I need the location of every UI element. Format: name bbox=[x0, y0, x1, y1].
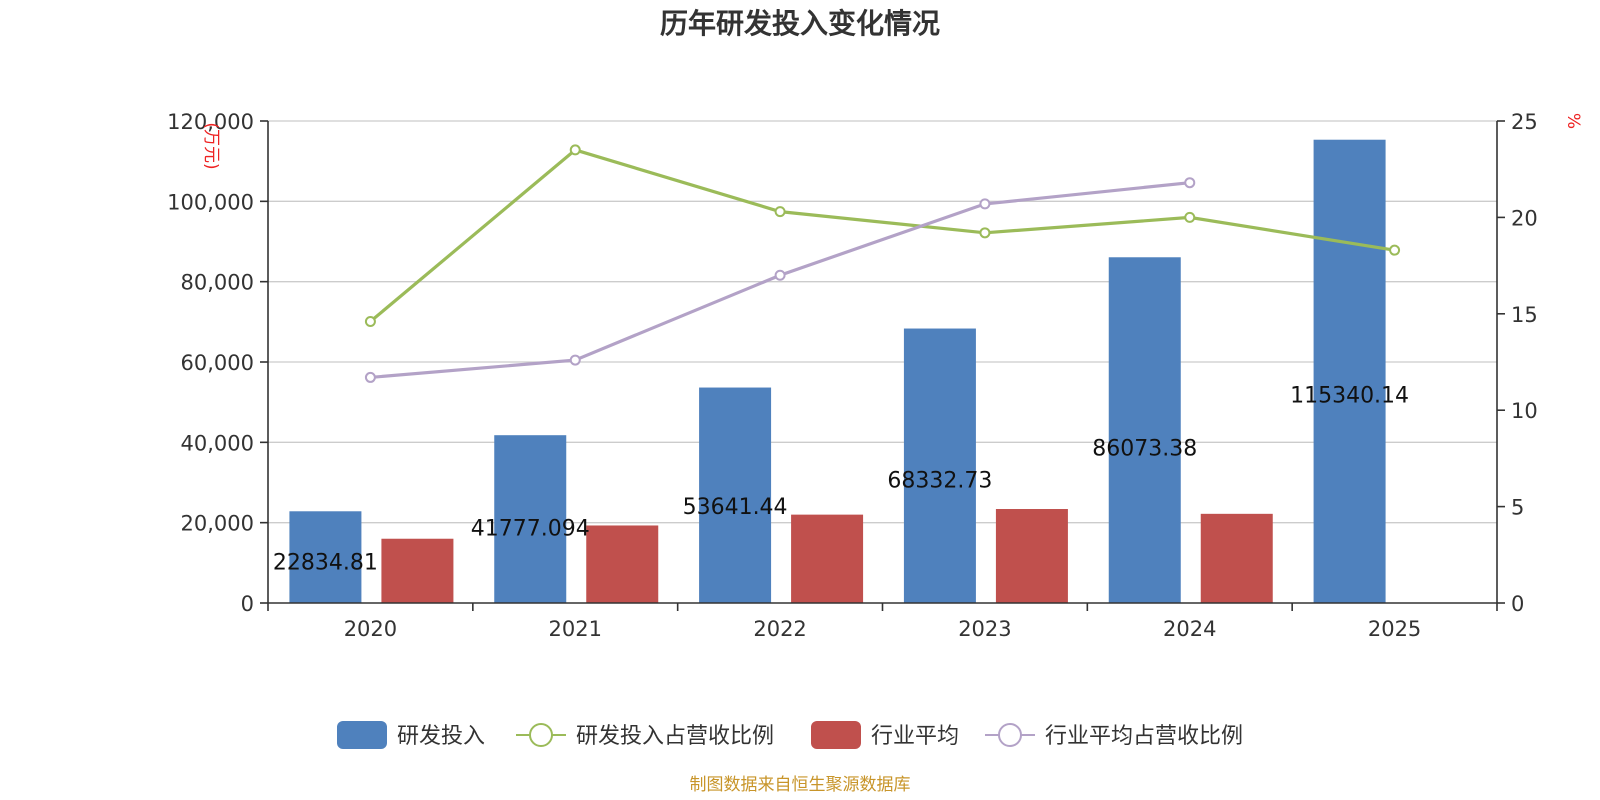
data-label: 22834.81 bbox=[273, 551, 378, 576]
point-研发投入占营收比例 bbox=[569, 144, 581, 156]
x-tick-label: 2023 bbox=[958, 617, 1011, 641]
x-tick-label: 2024 bbox=[1163, 617, 1216, 641]
axes-layer: 0 20,000 40,000 60,000 80,000 100,000 120,000 0… bbox=[167, 110, 1538, 641]
y-left-axis-title: (万元) bbox=[201, 122, 221, 169]
x-tick-label: 2020 bbox=[344, 617, 397, 641]
x-tick-label: 2021 bbox=[549, 617, 602, 641]
y-right-tick-label: 5 bbox=[1511, 496, 1524, 520]
bar-研发投入-2024 bbox=[1108, 257, 1181, 603]
legend-swatch-行业平均 bbox=[811, 721, 861, 749]
point-行业平均占营收比例 bbox=[1184, 177, 1196, 189]
bar-行业平均-2020 bbox=[381, 538, 454, 603]
data-label: 86073.38 bbox=[1092, 436, 1197, 461]
bar-研发投入-2020 bbox=[289, 511, 362, 603]
legend-label: 研发投入占营收比例 bbox=[576, 724, 774, 749]
y-left-tick-label: 80,000 bbox=[181, 271, 254, 295]
y-left-tick-label: 40,000 bbox=[181, 431, 254, 455]
legend-label: 行业平均 bbox=[871, 724, 959, 749]
y-right-tick-label: 20 bbox=[1511, 206, 1538, 230]
legend-marker-行业平均占营收比例 bbox=[998, 723, 1022, 747]
point-研发投入占营收比例 bbox=[774, 206, 786, 218]
legend-marker-研发投入占营收比例 bbox=[529, 723, 553, 747]
point-行业平均占营收比例 bbox=[569, 354, 581, 366]
y-left-tick-label: 100,000 bbox=[167, 190, 254, 214]
bar-研发投入-2023 bbox=[903, 328, 976, 603]
bar-行业平均-2022 bbox=[791, 514, 864, 603]
legend-swatch-研发投入 bbox=[337, 721, 387, 749]
legend: 研发投入 研发投入占营收比例 行业平均 行业平均占营收比例 bbox=[337, 721, 1243, 749]
grid-layer bbox=[268, 120, 1497, 524]
point-研发投入占营收比例 bbox=[1389, 244, 1401, 256]
bars-layer bbox=[289, 139, 1386, 603]
point-行业平均占营收比例 bbox=[774, 269, 786, 281]
y-left-tick-label: 20,000 bbox=[181, 512, 254, 536]
point-研发投入占营收比例 bbox=[979, 227, 991, 239]
data-label: 41777.094 bbox=[471, 516, 590, 541]
bar-行业平均-2023 bbox=[995, 509, 1068, 603]
x-tick-label: 2022 bbox=[753, 617, 806, 641]
bar-行业平均-2021 bbox=[586, 525, 659, 603]
y-left-tick-label: 120,000 bbox=[167, 110, 254, 134]
labels-layer: 22834.81 41777.094 53641.44 68332.73 86073.3… bbox=[273, 384, 1409, 576]
point-行业平均占营收比例 bbox=[364, 371, 376, 383]
point-研发投入占营收比例 bbox=[1184, 211, 1196, 223]
data-label: 53641.44 bbox=[683, 495, 788, 520]
bar-行业平均-2024 bbox=[1200, 513, 1273, 603]
bar-研发投入-2021 bbox=[494, 435, 567, 603]
source-note: 制图数据来自恒生聚源数据库 bbox=[690, 775, 911, 795]
legend-label: 研发投入 bbox=[397, 724, 485, 749]
chart-title: 历年研发投入变化情况 bbox=[660, 7, 940, 40]
y-right-tick-label: 25 bbox=[1511, 110, 1538, 134]
y-left-tick-label: 60,000 bbox=[181, 351, 254, 375]
y-right-axis-title: % bbox=[1563, 113, 1583, 129]
y-right-tick-label: 0 bbox=[1511, 592, 1524, 616]
y-left-tick-label: 0 bbox=[241, 592, 254, 616]
y-right-tick-label: 10 bbox=[1511, 399, 1538, 423]
legend-label: 行业平均占营收比例 bbox=[1045, 724, 1243, 749]
bar-研发投入-2025 bbox=[1313, 139, 1386, 603]
lines-layer bbox=[364, 144, 1401, 383]
data-label: 68332.73 bbox=[887, 468, 992, 493]
bar-研发投入-2022 bbox=[699, 387, 772, 603]
line-研发投入占营收比例 bbox=[369, 148, 1395, 323]
y-right-tick-label: 15 bbox=[1511, 303, 1538, 327]
point-行业平均占营收比例 bbox=[979, 198, 991, 210]
point-研发投入占营收比例 bbox=[364, 316, 376, 328]
data-label: 115340.14 bbox=[1290, 384, 1409, 409]
x-tick-label: 2025 bbox=[1368, 617, 1421, 641]
